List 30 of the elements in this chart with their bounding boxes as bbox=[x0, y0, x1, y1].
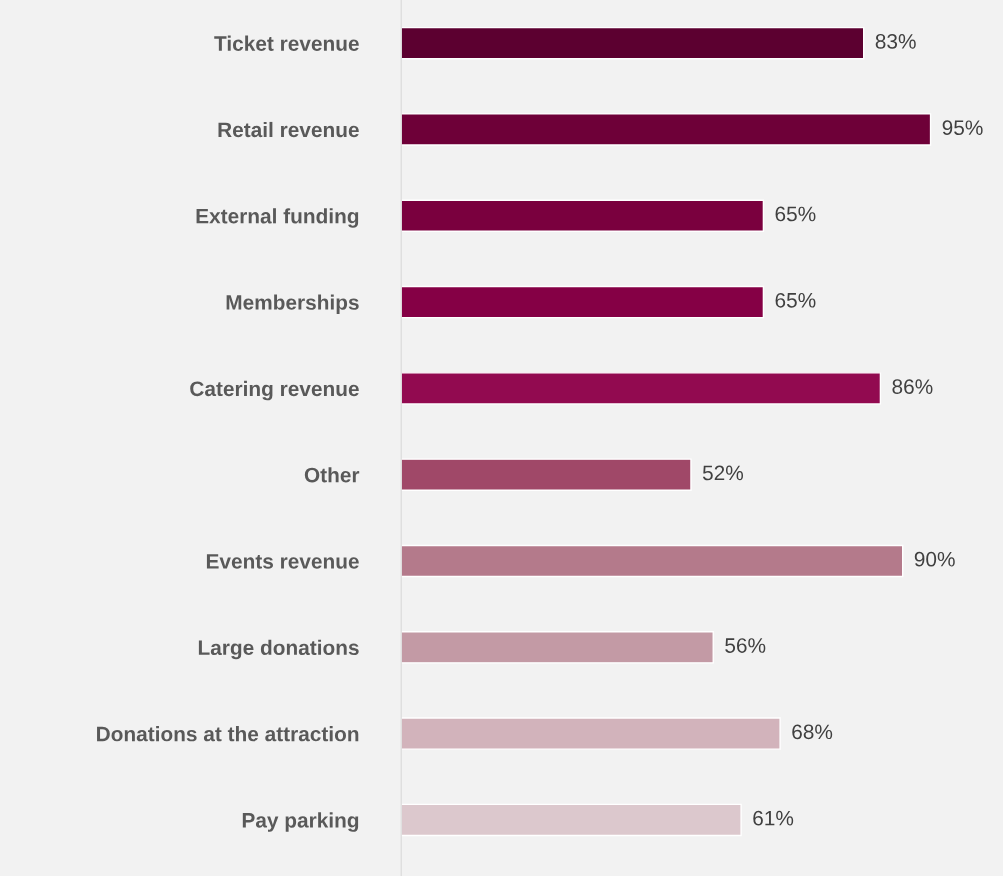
data-label: 90% bbox=[914, 551, 955, 567]
bar bbox=[401, 717, 781, 750]
data-label: 52% bbox=[702, 465, 744, 481]
bar bbox=[401, 544, 904, 578]
y-tick-label: External funding bbox=[196, 208, 359, 228]
y-tick-label: Memberships bbox=[226, 294, 359, 314]
data-label: 65% bbox=[775, 206, 816, 222]
bar bbox=[401, 113, 932, 146]
y-tick-label: Donations at the attraction bbox=[97, 726, 359, 742]
y-tick-label: Other bbox=[304, 467, 360, 483]
bar bbox=[401, 803, 742, 837]
data-label: 95% bbox=[942, 120, 983, 136]
bar bbox=[401, 285, 765, 319]
y-tick-label: Ticket revenue bbox=[214, 35, 359, 51]
data-label: 56% bbox=[725, 638, 766, 653]
bar bbox=[401, 199, 765, 232]
y-tick-label: Catering revenue bbox=[190, 380, 359, 401]
data-label: 68% bbox=[792, 724, 833, 740]
y-tick-label: Retail revenue bbox=[218, 121, 359, 138]
bar bbox=[401, 372, 882, 405]
data-label: 86% bbox=[892, 379, 933, 394]
data-label: 65% bbox=[775, 292, 816, 308]
data-label: 83% bbox=[875, 33, 916, 49]
bar bbox=[401, 458, 692, 491]
y-tick-label: Events revenue bbox=[206, 554, 359, 569]
bar bbox=[401, 631, 714, 664]
data-label: 61% bbox=[753, 810, 794, 826]
bar bbox=[401, 26, 865, 60]
y-tick-label: Large donations bbox=[198, 639, 359, 660]
y-tick-label: Pay parking bbox=[242, 812, 359, 832]
